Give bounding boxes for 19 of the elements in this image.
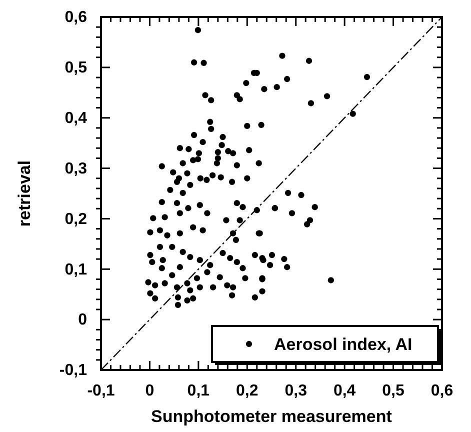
x-tick-label: 0,2 (236, 382, 258, 400)
legend-label: Aerosol index, AI (274, 335, 412, 354)
y-tick-label: 0,1 (64, 261, 88, 278)
y-tick-label: 0,5 (64, 60, 88, 77)
x-tick-label: 0,1 (187, 382, 210, 400)
x-axis-title: Sunphotometer measurement (151, 407, 392, 426)
x-tick-label: -0,1 (87, 382, 115, 400)
y-tick-label: -0,1 (59, 362, 88, 380)
x-tick-label: 0,5 (382, 382, 405, 400)
y-tick-label: 0,3 (64, 160, 88, 178)
y-tick-label: 0 (78, 312, 88, 329)
x-tick-label: 0,3 (284, 382, 308, 400)
x-tick-label: 0,4 (333, 382, 356, 400)
y-tick-label: 0,4 (64, 110, 88, 127)
y-tick-label: 0,6 (64, 9, 88, 26)
x-tick-label: 0,6 (430, 382, 454, 400)
y-tick-label: 0,2 (64, 210, 88, 228)
x-tick-label: 0 (145, 382, 154, 400)
y-axis-title: retrieval (15, 160, 34, 227)
